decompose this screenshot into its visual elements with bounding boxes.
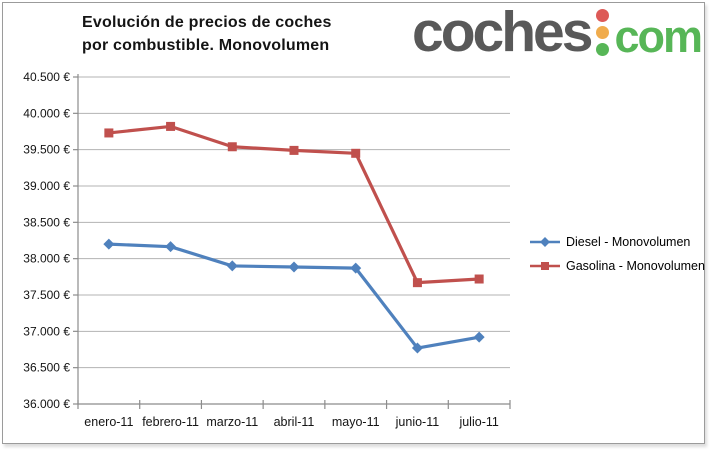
svg-text:39.000 €: 39.000 € — [23, 179, 70, 193]
diesel-line-marker-icon — [530, 237, 560, 247]
svg-text:38.500 €: 38.500 € — [23, 215, 70, 229]
logo-coches-text: coches — [412, 0, 593, 64]
chart-title-line-1: Evolución de precios de coches — [82, 14, 332, 31]
svg-text:junio-11: junio-11 — [395, 415, 440, 429]
coches-com-logo: coches com — [412, 0, 703, 64]
svg-text:37.000 €: 37.000 € — [23, 324, 70, 338]
red-dot-icon — [596, 9, 610, 22]
svg-text:40.500 €: 40.500 € — [23, 70, 70, 84]
svg-text:julio-11: julio-11 — [458, 415, 498, 429]
legend-item-diesel: Diesel - Monovolumen — [529, 235, 705, 249]
chart-title: Evolución de precios de coches por combu… — [82, 11, 332, 57]
gasolina-line-marker-icon — [530, 262, 560, 270]
amber-dot-icon — [596, 26, 610, 39]
svg-text:36.500 €: 36.500 € — [23, 361, 70, 375]
svg-text:febrero-11: febrero-11 — [142, 415, 199, 429]
svg-text:marzo-11: marzo-11 — [206, 415, 258, 429]
chart-legend: Diesel - Monovolumen Gasolina - Monovolu… — [529, 235, 705, 283]
svg-text:36.000 €: 36.000 € — [23, 397, 70, 411]
chart-frame — [2, 2, 705, 444]
chart-title-line-2: por combustible. Monovolumen — [82, 37, 330, 54]
traffic-light-icon — [596, 9, 610, 56]
svg-text:39.500 €: 39.500 € — [23, 143, 70, 157]
svg-text:mayo-11: mayo-11 — [332, 415, 380, 429]
svg-text:38.000 €: 38.000 € — [23, 252, 70, 266]
legend-label-diesel: Diesel - Monovolumen — [566, 235, 691, 249]
svg-text:enero-11: enero-11 — [84, 415, 133, 429]
svg-text:37.500 €: 37.500 € — [23, 288, 70, 302]
svg-text:40.000 €: 40.000 € — [23, 106, 70, 120]
legend-item-gasolina: Gasolina - Monovolumen — [529, 259, 705, 273]
svg-text:abril-11: abril-11 — [274, 415, 315, 429]
logo-com-text: com — [614, 11, 703, 62]
legend-label-gasolina: Gasolina - Monovolumen — [566, 259, 705, 273]
green-dot-icon — [596, 43, 610, 56]
